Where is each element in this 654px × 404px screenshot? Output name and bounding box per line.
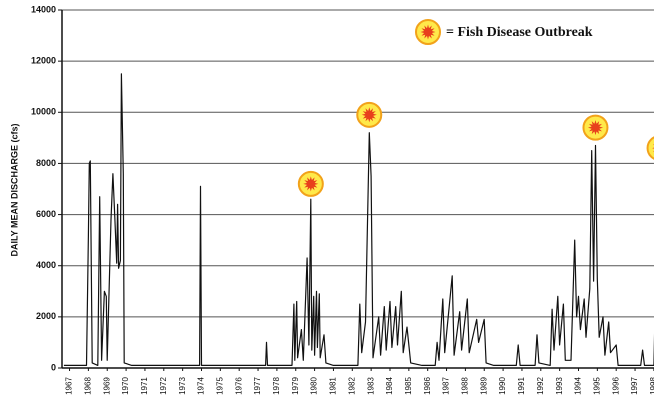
x-tick-label: 1987: [442, 377, 451, 395]
x-tick-label: 1975: [215, 377, 224, 395]
x-tick-label: 1970: [121, 377, 130, 395]
x-tick-label: 1995: [592, 377, 601, 395]
y-tick-label: 10000: [31, 107, 56, 117]
x-tick-label: 1986: [423, 377, 432, 395]
x-tick-label: 1974: [197, 377, 206, 395]
x-tick-label: 1985: [404, 377, 413, 395]
x-tick-label: 1993: [555, 377, 564, 395]
x-tick-label: 1973: [178, 377, 187, 395]
y-axis-label: DAILY MEAN DISCHARGE (cfs): [9, 123, 19, 256]
y-tick-label: 12000: [31, 56, 56, 66]
marker-burst: [361, 107, 377, 123]
y-tick-label: 8000: [36, 158, 56, 168]
outbreak-marker: [582, 114, 609, 141]
x-tick-label: 1972: [159, 377, 168, 395]
x-tick-label: 1989: [479, 377, 488, 395]
x-tick-label: 1971: [140, 377, 149, 395]
marker-burst: [420, 24, 436, 40]
x-tick-label: 1982: [347, 377, 356, 395]
discharge-line: [63, 73, 654, 366]
x-tick-label: 1990: [498, 377, 507, 395]
y-tick-label: 0: [51, 362, 56, 372]
x-tick-label: 1979: [291, 377, 300, 395]
y-tick-label: 14000: [31, 4, 56, 14]
x-tick-label: 1998: [649, 377, 654, 395]
x-tick-label: 1969: [102, 377, 111, 395]
x-tick-label: 1967: [65, 377, 74, 395]
marker-burst: [588, 120, 603, 136]
x-tick-label: 1984: [385, 377, 394, 395]
x-tick-label: 1997: [630, 377, 639, 395]
x-tick-label: 1996: [611, 377, 620, 395]
x-tick-label: 1968: [83, 377, 92, 395]
x-tick-label: 1981: [329, 377, 338, 395]
x-tick-label: 1983: [366, 377, 375, 395]
legend-label: = Fish Disease Outbreak: [446, 25, 593, 40]
outbreak-marker: [356, 101, 383, 128]
x-tick-label: 1977: [253, 377, 262, 395]
x-tick-label: 1976: [234, 377, 243, 395]
x-tick-label: 1991: [517, 377, 526, 395]
x-tick-label: 1980: [310, 377, 319, 395]
y-tick-label: 6000: [36, 209, 56, 219]
x-tick-label: 1988: [461, 377, 470, 395]
y-tick-label: 2000: [36, 311, 56, 321]
y-tick-label: 4000: [36, 260, 56, 270]
outbreak-marker: [646, 136, 654, 160]
x-tick-label: 1992: [536, 377, 545, 395]
x-tick-label: 1978: [272, 377, 281, 395]
marker-ring: [646, 136, 654, 160]
outbreak-marker: [297, 170, 324, 197]
marker-burst: [652, 144, 654, 152]
legend-icon: [415, 19, 441, 45]
marker-burst: [303, 176, 319, 192]
x-tick-label: 1994: [574, 377, 583, 395]
